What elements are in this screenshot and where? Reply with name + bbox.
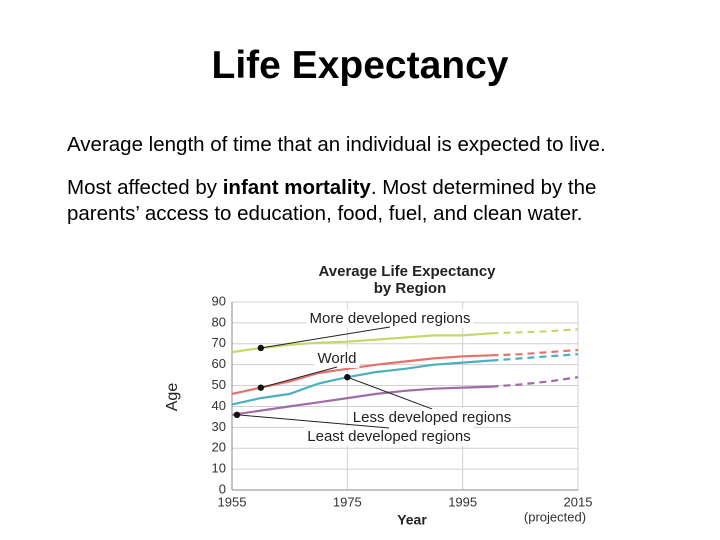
plot-area [232,302,578,490]
series-label: Less developed regions [353,409,511,426]
slide-title: Life Expectancy [211,44,509,87]
series-line [231,332,492,354]
y-tick-label: 30 [212,419,226,434]
callout-point [233,411,241,418]
label-background [304,426,474,446]
y-tick-label: 50 [212,377,226,392]
y-tick-label: 60 [212,356,226,371]
projected-line [491,348,579,357]
callout-point [257,344,265,352]
text: Average length of time that an individua… [67,133,606,156]
bold-text: infant mortality [222,176,371,199]
series-label: Least developed regions [307,428,470,445]
callout-point [344,374,351,381]
x-tick-label: 1975 [333,494,362,509]
callout-line [260,366,338,389]
series-line [231,359,492,406]
y-tick-label: 70 [212,335,226,350]
x-tick-label: 1955 [218,494,247,509]
callout-line [260,326,391,349]
projected-line [491,328,579,335]
callout-point [257,384,265,391]
annotation: (projected) [524,509,586,524]
label-background [349,407,515,427]
paragraph: Average length of time that an individua… [67,132,717,158]
y-tick-label: 10 [212,461,226,476]
x-tick-label: 1995 [448,494,477,509]
chart-title: Average Life Expectancy [318,263,496,280]
y-tick-label: 40 [212,398,226,413]
series-label: More developed regions [310,310,471,327]
y-tick-label: 0 [219,481,226,496]
chart-title: by Region [374,280,447,297]
callout-line [347,376,433,410]
projected-line [491,376,579,388]
paragraph: Most affected by infant mortality. Most … [67,175,667,227]
text: Most affected by [67,176,223,199]
y-axis-label: Age [164,383,181,412]
x-axis-label: Year [397,512,427,528]
text: . Most determined by the parents’ access… [67,176,597,225]
series-line [231,354,492,395]
series-label: World [318,350,357,367]
x-tick-label: 2015 [564,494,593,509]
y-tick-label: 80 [212,314,226,329]
y-tick-label: 90 [212,293,226,308]
series-line [231,385,492,416]
y-tick-label: 20 [212,440,226,455]
label-background [306,308,474,328]
projected-line [491,353,579,362]
label-background [314,348,360,368]
callout-line [236,414,390,429]
